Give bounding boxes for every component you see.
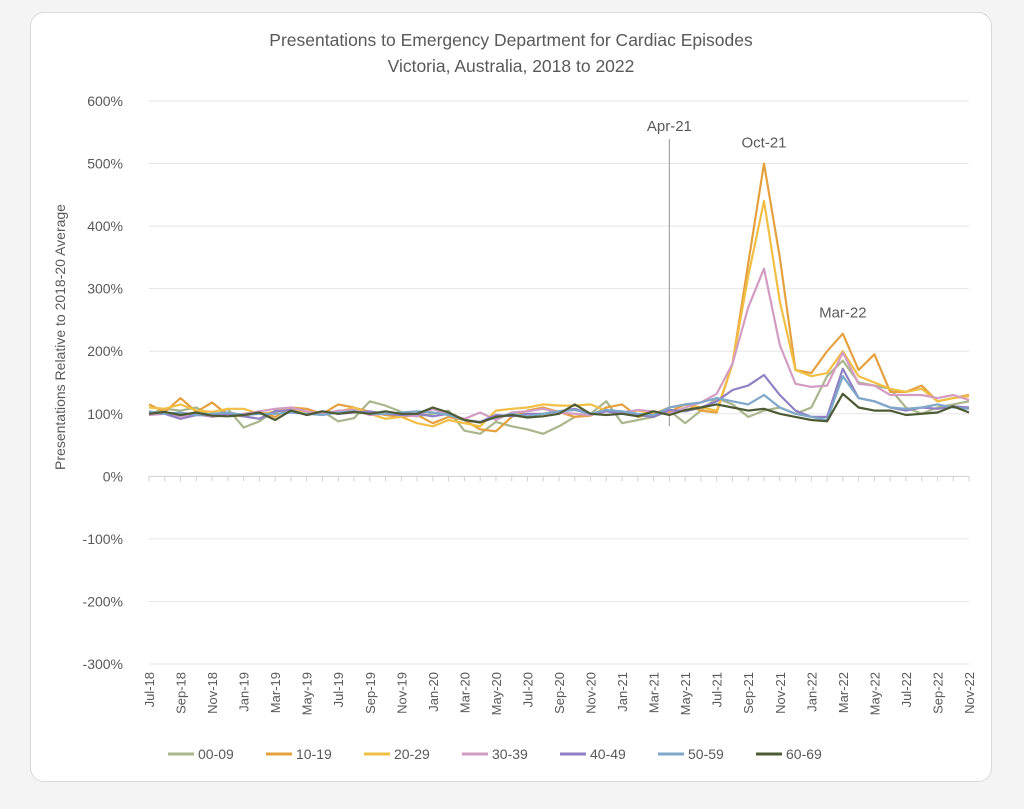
x-tick-label: Jul-22 (899, 672, 914, 707)
annotation-label: Mar-22 (819, 305, 867, 322)
legend-label: 20-29 (394, 746, 430, 762)
x-tick-label: Jan-21 (615, 672, 630, 712)
y-tick-labels: 600% 500% 400% 300% 200% 100% 0% -100% -200% -300… (83, 93, 123, 672)
legend-label: 10-19 (296, 746, 332, 762)
x-tick-label: Sep-21 (741, 672, 756, 714)
x-tick-label: Jul-18 (142, 672, 157, 707)
x-tick-label: Mar-22 (836, 672, 851, 713)
x-tick-label: Sep-22 (930, 672, 945, 714)
x-tick-label: May-19 (300, 672, 315, 715)
x-tick-label: Nov-19 (394, 672, 409, 714)
series-line-60-69 (148, 392, 970, 424)
legend-label: 60-69 (786, 746, 822, 762)
x-tick-label: Mar-21 (647, 672, 662, 713)
y-tick-label: 200% (87, 343, 123, 359)
x-tick-label: May-20 (489, 672, 504, 715)
x-tick-label: Nov-22 (962, 672, 977, 714)
legend-label: 00-09 (198, 746, 234, 762)
y-tick-label: 0% (103, 468, 123, 484)
legend: 00-09 10-19 20-29 30-39 40-49 50-59 60-69 (168, 746, 822, 762)
y-tick-label: 300% (87, 281, 123, 297)
x-tick-label: May-22 (867, 672, 882, 715)
annotation-label: Oct-21 (741, 135, 786, 152)
legend-label: 30-39 (492, 746, 528, 762)
chart-subtitle: Victoria, Australia, 2018 to 2022 (388, 56, 635, 76)
legend-label: 40-49 (590, 746, 626, 762)
x-tick-label: Jan-22 (804, 672, 819, 712)
annotation-label: Apr-21 (647, 118, 692, 135)
x-tick-label: Nov-20 (584, 672, 599, 714)
x-tick-label: Nov-18 (205, 672, 220, 714)
y-tick-label: -200% (83, 593, 123, 609)
y-tick-label: 500% (87, 156, 123, 172)
y-axis-label: Presentations Relative to 2018-20 Averag… (52, 204, 68, 470)
annotations: Apr-21 Oct-21 Mar-22 (647, 118, 867, 427)
line-chart: Presentations to Emergency Department fo… (52, 30, 977, 762)
series-lines (148, 162, 970, 435)
x-tick-label: Jan-19 (237, 672, 252, 712)
x-tick-label: Jul-21 (710, 672, 725, 707)
y-tick-label: 100% (87, 406, 123, 422)
chart-title: Presentations to Emergency Department fo… (269, 30, 753, 50)
x-tick-label: Jul-20 (520, 672, 535, 707)
x-tick-label: Jan-20 (426, 672, 441, 712)
series-line-10-19 (148, 162, 970, 433)
x-tick-label: May-21 (678, 672, 693, 715)
series-line-30-39 (148, 267, 970, 422)
x-tick-label: Sep-18 (174, 672, 189, 714)
y-tick-label: -100% (83, 531, 123, 547)
x-tick-labels: Jul-18 Sep-18 Nov-18 Jan-19 Mar-19 May-19 Jul-… (142, 476, 977, 715)
legend-label: 50-59 (688, 746, 724, 762)
x-tick-label: Jul-19 (331, 672, 346, 707)
chart-card: Presentations to Emergency Department fo… (30, 12, 992, 782)
y-tick-label: 400% (87, 218, 123, 234)
x-tick-label: Mar-19 (268, 672, 283, 713)
x-tick-label: Nov-21 (773, 672, 788, 714)
y-tick-label: 600% (87, 93, 123, 109)
x-tick-label: Sep-19 (363, 672, 378, 714)
x-tick-label: Sep-20 (552, 672, 567, 714)
y-tick-label: -300% (83, 656, 123, 672)
x-tick-label: Mar-20 (457, 672, 472, 713)
